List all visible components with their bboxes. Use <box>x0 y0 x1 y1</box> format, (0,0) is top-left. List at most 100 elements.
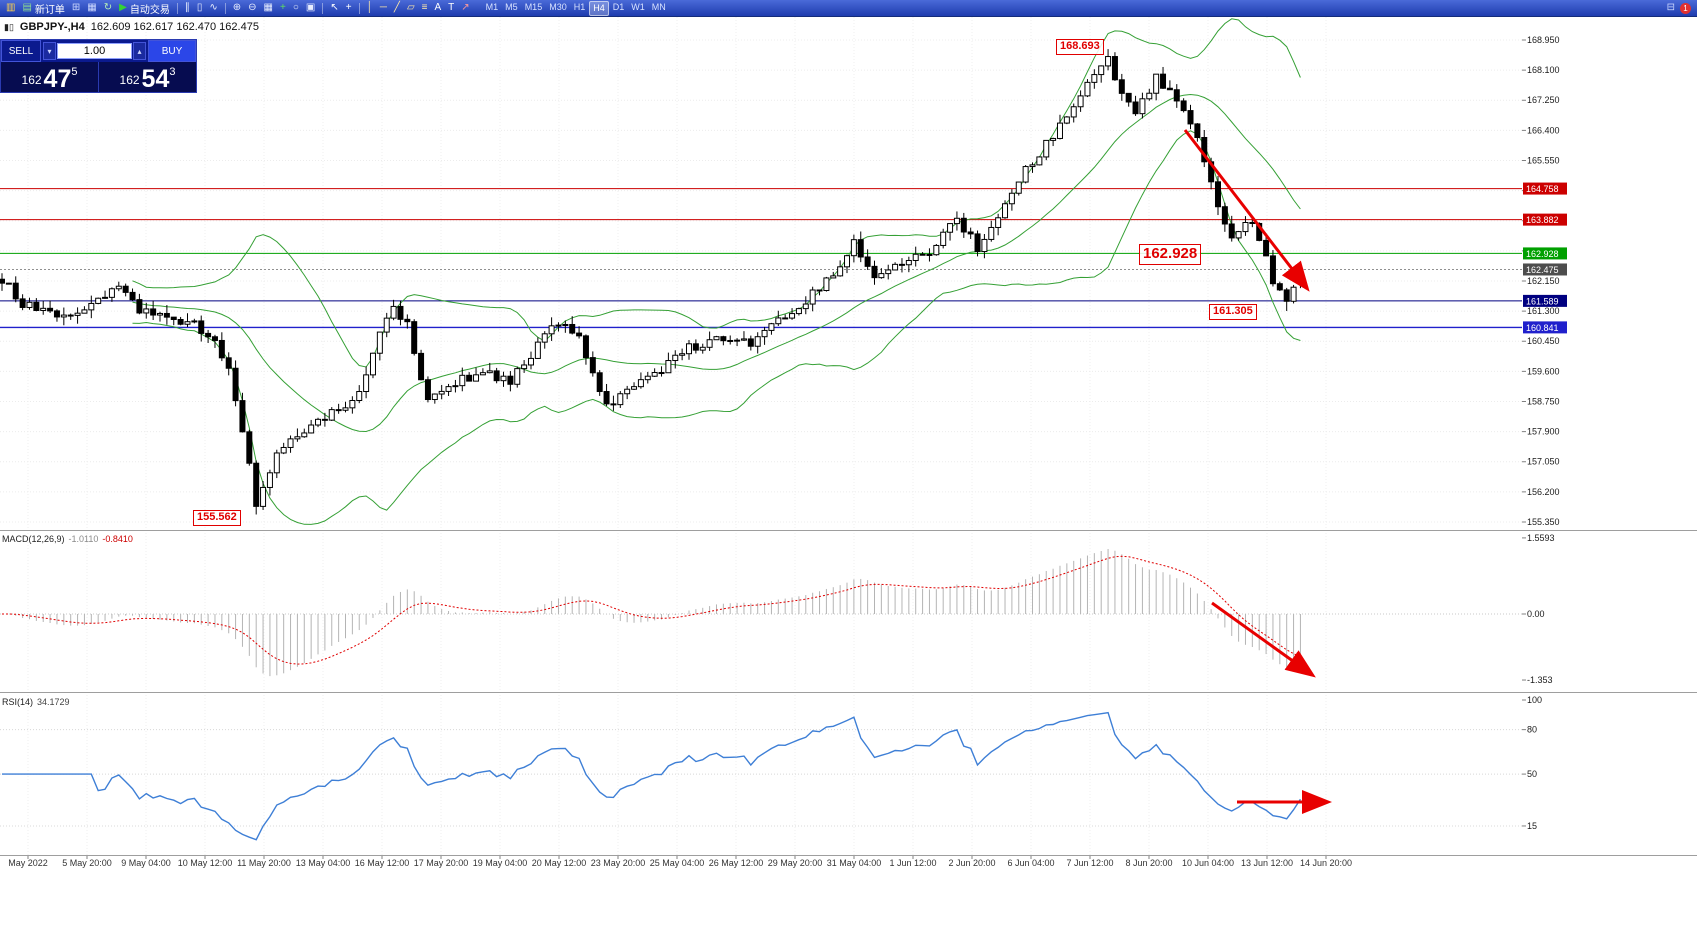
vertical-line-icon: │ <box>366 2 373 13</box>
chart-info-line: ▮▯ GBPJPY-,H4 162.609 162.617 162.470 16… <box>4 21 259 33</box>
auto-trading-button[interactable]: ▶ 自动交易 <box>117 1 172 16</box>
svg-text:158.750: 158.750 <box>1527 396 1560 406</box>
grid-icon[interactable]: ▦ <box>262 1 275 15</box>
svg-text:26 May 12:00: 26 May 12:00 <box>709 858 764 868</box>
profile-icon[interactable]: ▦ <box>85 1 98 15</box>
price-axis: 168.950 168.100 167.250 166.400 165.550 164.7… <box>1522 35 1567 527</box>
volume-increase-button[interactable]: ▴ <box>133 42 146 60</box>
horizontal-line-icon[interactable]: ─ <box>378 1 389 15</box>
timeframe-h1[interactable]: H1 <box>573 1 586 12</box>
period-icon[interactable]: ○ <box>291 1 301 15</box>
timeframe-m5[interactable]: M5 <box>505 1 518 12</box>
arrows-icon: ↗ <box>461 2 470 13</box>
svg-text:155.350: 155.350 <box>1527 517 1560 527</box>
svg-text:16 May 12:00: 16 May 12:00 <box>355 858 410 868</box>
sell-button[interactable]: SELL <box>1 40 41 62</box>
chart-window-icon[interactable]: ⊞ <box>70 1 82 15</box>
timeframe-w1[interactable]: W1 <box>631 1 645 12</box>
rsi-label: RSI(14) 34.1729 <box>2 697 70 707</box>
new-order-button[interactable]: ▤ 新订单 <box>20 1 66 16</box>
svg-text:163.882: 163.882 <box>1526 215 1559 225</box>
panel-separators <box>0 530 1697 856</box>
svg-text:29 May 20:00: 29 May 20:00 <box>768 858 823 868</box>
price-annotation-161-305[interactable]: 161.305 <box>1209 304 1257 320</box>
one-click-trading-panel: SELL ▾ ▴ BUY 162 47 5 162 54 3 <box>0 39 197 93</box>
vertical-line-icon[interactable]: │ <box>365 1 375 15</box>
timeframe-mn[interactable]: MN <box>651 1 666 12</box>
ask-price[interactable]: 162 54 3 <box>98 62 196 92</box>
channel-icon[interactable]: ▱ <box>405 1 417 15</box>
svg-text:1 Jun 12:00: 1 Jun 12:00 <box>889 858 936 868</box>
svg-text:7 Jun 12:00: 7 Jun 12:00 <box>1066 858 1113 868</box>
svg-text:25 May 04:00: 25 May 04:00 <box>650 858 705 868</box>
chart-window-icon: ⊞ <box>71 2 81 13</box>
indicators-icon[interactable]: + <box>278 1 288 15</box>
cursor-icon[interactable]: ↖ <box>328 1 340 15</box>
auto-trading-button-label: 自动交易 <box>129 4 170 16</box>
volume-input[interactable] <box>57 43 132 59</box>
line-chart-icon: ∿ <box>209 2 218 13</box>
bid-price[interactable]: 162 47 5 <box>1 62 98 92</box>
arrows-icon[interactable]: ↗ <box>459 1 471 15</box>
svg-text:9 May 04:00: 9 May 04:00 <box>121 858 171 868</box>
text-icon[interactable]: A <box>432 1 443 15</box>
refresh-icon[interactable]: ↻ <box>102 1 114 15</box>
refresh-icon: ↻ <box>103 2 113 13</box>
zoom-in-icon[interactable]: ⊕ <box>231 1 243 15</box>
bid-pip-digit: 5 <box>71 66 78 78</box>
line-chart-icon[interactable]: ∿ <box>207 1 219 15</box>
svg-text:6 Jun 04:00: 6 Jun 04:00 <box>1007 858 1054 868</box>
svg-text:162.928: 162.928 <box>1526 249 1559 259</box>
svg-text:10 May 12:00: 10 May 12:00 <box>178 858 233 868</box>
template-icon[interactable]: ▣ <box>304 1 317 15</box>
label-icon: T <box>448 2 455 13</box>
svg-text:31 May 04:00: 31 May 04:00 <box>827 858 882 868</box>
timeframe-d1[interactable]: D1 <box>612 1 625 12</box>
zoom-out-icon[interactable]: ⊖ <box>246 1 258 15</box>
price-annotation-162-928[interactable]: 162.928 <box>1139 244 1202 265</box>
trend-arrows <box>1183 129 1332 814</box>
timeframe-m15[interactable]: M15 <box>524 1 543 12</box>
svg-text:157.900: 157.900 <box>1527 427 1560 437</box>
buy-button[interactable]: BUY <box>148 40 196 62</box>
new-order-button-label: 新订单 <box>34 4 65 16</box>
volume-field: ▾ ▴ <box>41 40 148 62</box>
window-icon[interactable]: ⊟ <box>1665 1 1677 15</box>
svg-text:17 May 20:00: 17 May 20:00 <box>414 858 469 868</box>
svg-text:15: 15 <box>1527 821 1537 831</box>
timeframe-m1[interactable]: M1 <box>485 1 499 12</box>
price-annotation-155-562[interactable]: 155.562 <box>193 510 241 526</box>
svg-text:162.475: 162.475 <box>1526 265 1559 275</box>
svg-text:May 2022: May 2022 <box>8 858 48 868</box>
svg-text:161.300: 161.300 <box>1527 306 1560 316</box>
svg-text:13 May 04:00: 13 May 04:00 <box>296 858 351 868</box>
bar-chart-icon[interactable]: ∥ <box>183 1 192 15</box>
svg-text:14 Jun 20:00: 14 Jun 20:00 <box>1300 858 1352 868</box>
crosshair-icon[interactable]: + <box>344 1 354 15</box>
timeframe-m30[interactable]: M30 <box>549 1 567 12</box>
toolbar-separator <box>358 2 360 14</box>
svg-text:167.250: 167.250 <box>1527 95 1560 105</box>
svg-text:159.600: 159.600 <box>1527 366 1560 376</box>
svg-text:19 May 04:00: 19 May 04:00 <box>473 858 528 868</box>
hlines <box>0 188 1522 329</box>
notification-badge[interactable]: 1 <box>1680 2 1691 14</box>
trendline-icon[interactable]: ╱ <box>392 1 402 15</box>
timeframe-h4[interactable]: H4 <box>589 0 609 16</box>
volume-decrease-button[interactable]: ▾ <box>43 42 56 60</box>
chart-icon: ▥ <box>6 2 16 13</box>
bollinger-bands <box>132 18 1301 525</box>
candlestick-chart-icon[interactable]: ▯ <box>195 1 205 15</box>
ask-big-digits: 54 <box>141 64 170 93</box>
label-icon[interactable]: T <box>446 1 456 15</box>
svg-text:2 Jun 20:00: 2 Jun 20:00 <box>948 858 995 868</box>
chart-icon[interactable]: ▥ <box>4 1 17 15</box>
svg-text:13 Jun 12:00: 13 Jun 12:00 <box>1241 858 1293 868</box>
svg-text:168.100: 168.100 <box>1527 65 1560 75</box>
fibonacci-icon[interactable]: ≡ <box>420 1 430 15</box>
price-annotation-168-693[interactable]: 168.693 <box>1056 39 1104 55</box>
toolbar: ▥ ▤ 新订单 ⊞ ▦ ↻ ▶ 自动交易 ∥ ▯ ∿ ⊕ ⊖ ▦ + ○ ▣ ↖ + │ ─ ╱ ▱ ≡ A T ↗ M1 M5 M15 M… <box>0 0 1697 17</box>
svg-text:100: 100 <box>1527 695 1542 705</box>
svg-text:1.5593: 1.5593 <box>1527 533 1555 543</box>
